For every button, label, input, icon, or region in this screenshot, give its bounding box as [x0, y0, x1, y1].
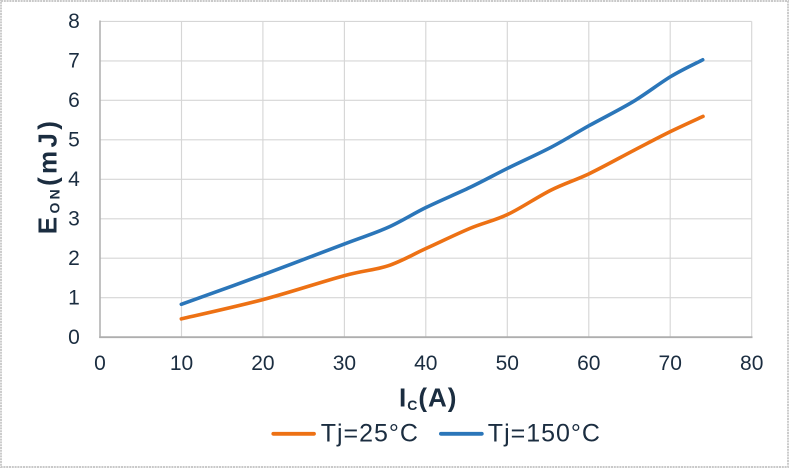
svg-text:60: 60: [577, 352, 600, 375]
svg-text:0: 0: [94, 352, 106, 375]
svg-text:80: 80: [740, 352, 763, 375]
svg-text:1: 1: [68, 287, 80, 310]
svg-text:40: 40: [414, 352, 437, 375]
svg-text:2: 2: [68, 247, 80, 270]
svg-text:6: 6: [68, 89, 80, 112]
svg-text:8: 8: [68, 10, 80, 33]
svg-text:3: 3: [68, 208, 80, 231]
svg-text:Tj=150°C: Tj=150°C: [488, 419, 601, 447]
svg-text:20: 20: [251, 352, 274, 375]
svg-text:5: 5: [68, 129, 80, 152]
svg-text:EON(mJ): EON(mJ): [33, 118, 63, 234]
svg-text:70: 70: [659, 352, 682, 375]
svg-text:Tj=25°C: Tj=25°C: [321, 419, 419, 447]
svg-text:4: 4: [68, 168, 80, 191]
svg-text:IC(A): IC(A): [399, 383, 457, 413]
svg-text:7: 7: [68, 50, 80, 73]
svg-text:30: 30: [333, 352, 356, 375]
svg-text:10: 10: [170, 352, 193, 375]
svg-text:0: 0: [68, 326, 80, 349]
svg-text:50: 50: [496, 352, 519, 375]
